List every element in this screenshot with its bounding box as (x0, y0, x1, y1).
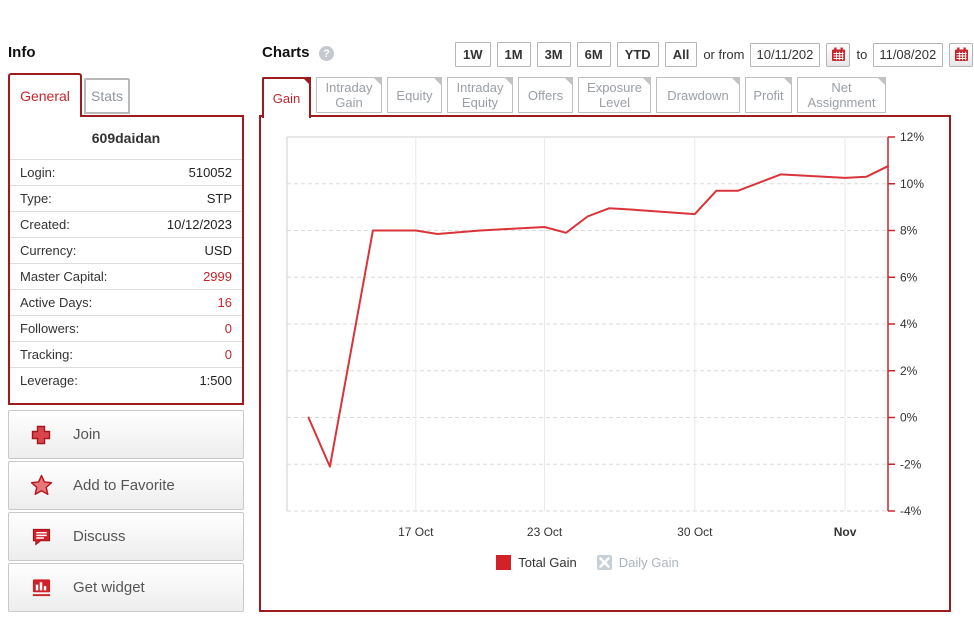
legend-item-daily-gain[interactable]: Daily Gain (596, 555, 679, 570)
chart-legend: Total Gain Daily Gain (287, 555, 888, 570)
range-button-6m[interactable]: 6M (576, 42, 611, 67)
action-label: Get widget (73, 579, 145, 596)
row-label: Active Days: (20, 295, 93, 310)
add-to-favorite-button[interactable]: Add to Favorite (8, 461, 244, 510)
info-row-master-capital: Master Capital: 2999 (10, 263, 242, 289)
svg-text:6%: 6% (900, 270, 918, 284)
tab-gain[interactable]: Gain (262, 77, 311, 118)
row-value: USD (204, 243, 232, 258)
legend-item-total-gain[interactable]: Total Gain (496, 555, 577, 570)
row-value: 2999 (203, 269, 232, 284)
legend-label: Daily Gain (618, 555, 679, 570)
row-value: 0 (224, 321, 232, 336)
star-icon (29, 474, 53, 498)
calendar-icon (831, 47, 845, 61)
get-widget-button[interactable]: Get widget (8, 563, 244, 612)
action-label: Join (73, 426, 101, 443)
row-value: 10/12/2023 (166, 217, 232, 232)
svg-text:4%: 4% (900, 317, 918, 331)
tab-offers[interactable]: Offers (518, 77, 573, 113)
row-label: Login: (20, 165, 56, 180)
total-gain-swatch (496, 555, 512, 570)
tab-net-assignment[interactable]: Net Assignment (797, 77, 886, 113)
from-calendar-button[interactable] (826, 42, 851, 67)
row-label: Type: (20, 191, 52, 206)
info-row-currency: Currency: USD (10, 237, 242, 263)
widget-icon (29, 576, 53, 600)
tab-equity[interactable]: Equity (387, 77, 442, 113)
info-row-created: Created: 10/12/2023 (10, 211, 242, 237)
range-button-3m[interactable]: 3M (536, 42, 571, 67)
gain-chart-plot: 17 Oct 23 Oct 30 Oct Nov 12% 10% 8% 6% 4% 2% 0% -2%… (286, 130, 924, 539)
row-label: Currency: (20, 243, 77, 258)
svg-text:2%: 2% (900, 364, 918, 378)
to-calendar-button[interactable] (949, 42, 974, 67)
account-name: 609daidan (91, 130, 161, 146)
join-button[interactable]: Join (8, 410, 244, 459)
info-section-title: Info (8, 44, 36, 61)
to-date-input[interactable] (873, 42, 944, 67)
tab-drawdown[interactable]: Drawdown (656, 77, 740, 113)
svg-text:-2%: -2% (900, 457, 922, 471)
from-date-input[interactable] (750, 42, 821, 67)
to-label: to (856, 47, 868, 62)
charts-section-title: Charts (262, 44, 310, 61)
info-row-active-days: Active Days: 16 (10, 289, 242, 315)
or-from-label: or from (703, 47, 745, 62)
row-label: Created: (20, 217, 70, 232)
range-button-1w[interactable]: 1W (455, 42, 491, 67)
row-value: 16 (217, 295, 232, 310)
svg-text:0%: 0% (900, 411, 918, 425)
tab-intraday-gain[interactable]: Intraday Gain (316, 77, 382, 113)
chart-tabs: Gain Intraday Gain Equity Intraday Equit… (262, 77, 886, 118)
calendar-icon (954, 47, 968, 61)
tab-stats[interactable]: Stats (84, 78, 130, 114)
discuss-button[interactable]: Discuss (8, 512, 244, 561)
action-label: Discuss (73, 528, 126, 545)
row-value: STP (206, 191, 232, 206)
info-row-login: Login: 510052 (10, 159, 242, 185)
info-row-tracking: Tracking: 0 (10, 341, 242, 367)
tab-profit[interactable]: Profit (745, 77, 792, 113)
info-row-followers: Followers: 0 (10, 315, 242, 341)
tab-general[interactable]: General (8, 73, 82, 117)
row-value: 0 (224, 347, 232, 362)
range-button-1m[interactable]: 1M (496, 42, 531, 67)
row-label: Tracking: (20, 347, 73, 362)
discuss-icon (29, 525, 53, 549)
row-label: Master Capital: (20, 269, 108, 284)
range-bar: 1W 1M 3M 6M YTD All or from to (455, 42, 974, 67)
range-button-all[interactable]: All (664, 42, 698, 67)
row-value: 510052 (188, 165, 232, 180)
charts-panel: 17 Oct 23 Oct 30 Oct Nov 12% 10% 8% 6% 4% 2% 0% -2%… (259, 115, 951, 612)
legend-label: Total Gain (518, 555, 577, 570)
row-label: Followers: (20, 321, 80, 336)
row-value: 1:500 (199, 373, 232, 388)
action-label: Add to Favorite (73, 477, 175, 494)
info-panel: 609daidan Login: 510052 Type: STP Create… (8, 115, 244, 405)
row-label: Leverage: (20, 373, 78, 388)
info-row-type: Type: STP (10, 185, 242, 211)
tab-intraday-equity[interactable]: Intraday Equity (447, 77, 513, 113)
plus-icon (29, 423, 53, 447)
svg-text:Nov: Nov (834, 525, 857, 539)
info-row-leverage: Leverage: 1:500 (10, 367, 242, 393)
svg-text:-4%: -4% (900, 504, 922, 518)
svg-text:8%: 8% (900, 224, 918, 238)
svg-text:30 Oct: 30 Oct (677, 525, 713, 539)
svg-text:10%: 10% (900, 177, 924, 191)
svg-text:23 Oct: 23 Oct (527, 525, 563, 539)
help-icon[interactable]: ? (319, 46, 334, 61)
daily-gain-disabled-icon (596, 555, 612, 570)
range-button-ytd[interactable]: YTD (616, 42, 659, 67)
svg-text:17 Oct: 17 Oct (398, 525, 434, 539)
tab-exposure-level[interactable]: Exposure Level (578, 77, 651, 113)
svg-text:12%: 12% (900, 130, 924, 144)
